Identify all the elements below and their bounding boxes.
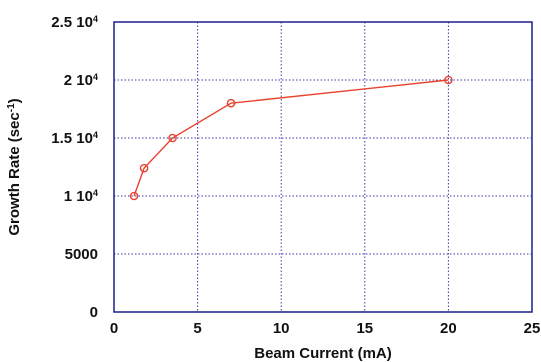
y-axis-title-close: ) (6, 98, 23, 103)
y-tick-label: 2.5 104 (51, 14, 98, 31)
data-point-marker (129, 191, 139, 201)
y-tick-label: 1 104 (64, 188, 98, 205)
y-axis-title-main: Growth Rate (sec (6, 112, 23, 235)
series-line-path (133, 79, 449, 197)
y-tick-label: 1.5 104 (51, 130, 98, 147)
data-point-marker (444, 75, 453, 85)
x-tick-label: 20 (440, 320, 457, 337)
y-tick-label: 5000 (65, 246, 98, 263)
y-tick-label: 2 104 (64, 72, 98, 89)
y-tick-exponent: 4 (93, 14, 98, 24)
y-axis-title: Growth Rate (sec-1) (6, 98, 24, 235)
data-point-marker (226, 98, 236, 108)
y-tick-exponent: 4 (93, 130, 98, 140)
x-tick-label: 5 (193, 320, 201, 337)
plot-frame (113, 21, 533, 313)
tick-labels: 0 5 10 15 20 25 0 5000 1 104 1.5 104 2 104 2.5 104 (51, 14, 540, 337)
y-tick-exponent: 4 (93, 188, 98, 198)
y-tick-exponent: 4 (93, 72, 98, 82)
data-point-marker (139, 163, 149, 173)
series-line (129, 75, 453, 201)
x-tick-label: 15 (356, 320, 373, 337)
x-tick-label: 10 (273, 320, 290, 337)
x-axis-title: Beam Current (mA) (254, 345, 392, 362)
x-tick-label: 25 (524, 320, 541, 337)
y-axis-title-exponent: -1 (6, 103, 17, 112)
data-point-marker (168, 133, 177, 143)
y-tick-label: 0 (90, 304, 98, 321)
grid-lines (114, 22, 532, 312)
x-tick-label: 0 (110, 320, 118, 337)
